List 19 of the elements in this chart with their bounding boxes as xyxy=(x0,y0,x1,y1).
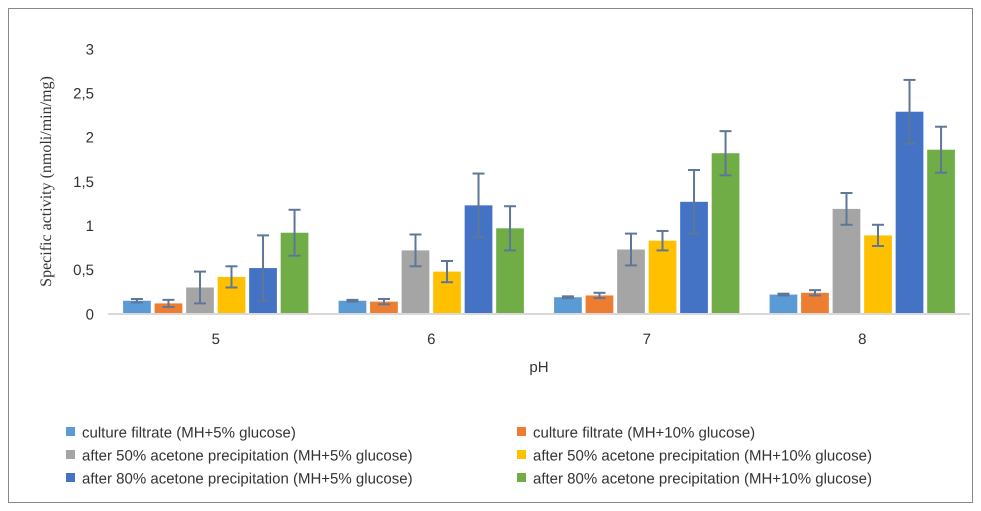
legend-label: after 80% acetone precipitation (MH+5% glucose) xyxy=(82,470,413,488)
legend-label: after 50% acetone precipitation (MH+10% glucose) xyxy=(533,447,872,464)
x-tick-label: 5 xyxy=(212,331,220,348)
y-tick-label: 1,5 xyxy=(73,174,94,191)
y-tick-label: 2 xyxy=(86,130,94,147)
y-tick-label: 0 xyxy=(86,306,94,324)
x-axis-title: pH xyxy=(529,359,549,376)
y-axis-title: Specific activity (nmoli/min/mg) xyxy=(38,76,55,287)
y-tick-label: 0,5 xyxy=(73,262,94,280)
legend-label: culture filtrate (MH+5% glucose) xyxy=(82,424,296,442)
y-tick-label: 2,5 xyxy=(73,85,94,102)
y-tick-label: 1 xyxy=(86,218,94,235)
y-tick-label: 3 xyxy=(86,41,94,58)
x-tick-label: 8 xyxy=(858,331,866,348)
legend-label: after 80% acetone precipitation (MH+10% glucose) xyxy=(533,470,872,488)
x-tick-label: 6 xyxy=(427,331,436,348)
legend-label: culture filtrate (MH+10% glucose) xyxy=(533,424,756,442)
x-tick-label: 7 xyxy=(642,331,651,348)
legend-label: after 50% acetone precipitation (MH+5% glucose) xyxy=(82,447,413,464)
